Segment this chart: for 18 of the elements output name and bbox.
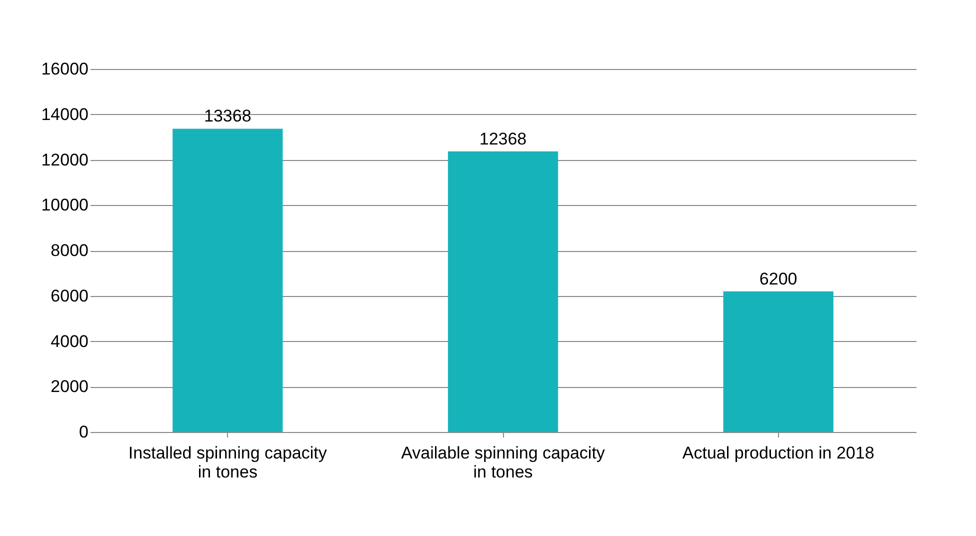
y-tick-label: 2000 <box>50 377 88 396</box>
x-tick-label: Actual production in 2018 <box>682 444 874 462</box>
data-label: 13368 <box>204 106 252 126</box>
y-tick-label: 14000 <box>41 104 88 124</box>
bar <box>448 151 558 432</box>
data-label: 12368 <box>479 129 527 148</box>
y-tick-label: 0 <box>79 422 88 442</box>
y-tick-label: 16000 <box>41 60 88 78</box>
bar <box>723 291 834 432</box>
y-tick-label: 6000 <box>50 286 88 306</box>
bar <box>172 128 283 432</box>
data-label: 6200 <box>759 269 798 288</box>
y-tick-label: 12000 <box>41 150 88 170</box>
y-tick-label: 8000 <box>50 241 88 260</box>
x-tick-label: Installed spinning capacity in tones <box>128 444 328 482</box>
y-tick-label: 10000 <box>41 196 88 215</box>
y-tick-label: 4000 <box>50 332 88 351</box>
x-tick-label: Available spinning capacity in tones <box>401 444 606 482</box>
